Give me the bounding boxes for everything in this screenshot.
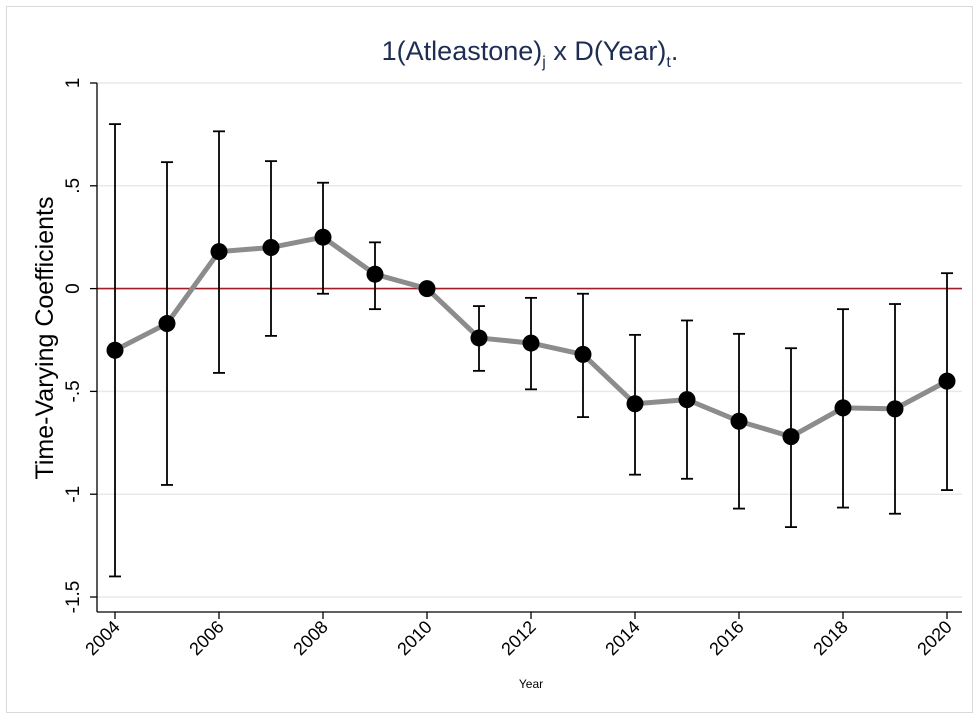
data-point [782,428,800,446]
y-axis-label: Time-Varying Coefficients [31,197,59,480]
data-point [522,334,540,352]
data-point [418,280,436,298]
data-point [730,412,748,430]
y-tick-label: -1.5 [63,581,84,614]
y-tick-label: .5 [63,178,84,194]
data-point [158,315,176,333]
title-subscript-j: j [541,54,546,71]
title-subscript-t: t [666,54,671,71]
axes [90,82,962,619]
x-axis-label: Year [519,677,543,691]
data-point [626,395,644,413]
grid-lines [97,82,962,598]
y-tick-label: 1 [63,78,84,89]
data-point [470,329,488,347]
y-tick-label: 0 [63,283,84,294]
data-point [106,341,124,359]
data-point [314,228,332,246]
y-tick-label: -.5 [63,380,84,402]
chart-frame [6,6,973,713]
data-point [262,238,280,256]
data-points [106,228,956,446]
y-tick-labels: 1 .5 0 -.5 -1 -1.5 [63,78,84,614]
data-point [210,243,228,261]
data-point [834,399,852,417]
chart-title: 1(Atleastone)j x D(Year)t. [382,36,679,71]
data-point [938,372,956,390]
data-point [366,265,384,283]
y-tick-label: -1 [63,486,84,503]
data-point [574,345,592,363]
data-point [886,400,904,418]
data-point [678,391,696,409]
